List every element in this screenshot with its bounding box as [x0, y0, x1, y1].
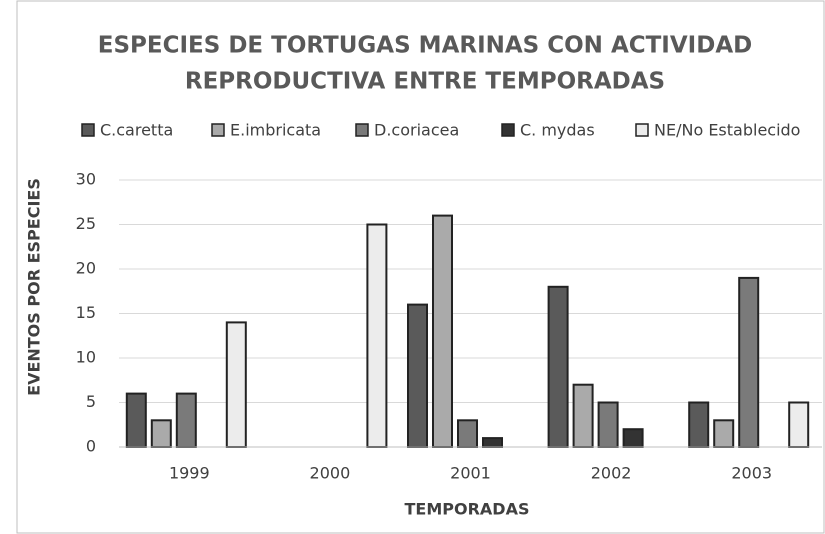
legend-label: NE/No Establecido	[654, 121, 800, 140]
y-tick-label: 0	[86, 437, 96, 456]
bar	[407, 303, 428, 448]
bar	[366, 223, 388, 448]
y-tick-label: 30	[76, 170, 96, 189]
legend-swatch	[501, 123, 515, 137]
legend-swatch	[211, 123, 225, 137]
bar	[688, 401, 710, 448]
bar	[622, 428, 644, 449]
y-tick-label: 25	[76, 214, 96, 233]
y-tick-label: 20	[76, 259, 96, 278]
bar	[432, 214, 453, 448]
x-tick-label: 2002	[591, 464, 632, 483]
chart-title: ESPECIES DE TORTUGAS MARINAS CON ACTIVID…	[98, 33, 752, 59]
chart-title: REPRODUCTIVA ENTRE TEMPORADAS	[185, 69, 665, 95]
y-tick-label: 15	[76, 303, 96, 322]
bar	[175, 392, 197, 449]
bar	[457, 419, 478, 448]
legend-swatch	[635, 123, 649, 137]
bar	[572, 383, 594, 449]
x-tick-label: 2000	[310, 464, 351, 483]
y-tick-label: 5	[86, 392, 96, 411]
bar	[225, 321, 247, 448]
bar	[713, 419, 735, 448]
bar	[482, 437, 503, 449]
bar	[597, 401, 619, 448]
legend-label: D.coriacea	[374, 121, 459, 140]
x-axis-title: TEMPORADAS	[405, 500, 530, 519]
bar	[788, 401, 810, 448]
legend-label: E.imbricata	[230, 121, 321, 140]
bar	[125, 392, 147, 449]
bar	[738, 276, 760, 448]
legend-label: C.caretta	[100, 121, 173, 140]
legend-label: C. mydas	[520, 121, 595, 140]
bar	[547, 285, 569, 448]
x-tick-label: 2001	[450, 464, 491, 483]
x-tick-label: 2003	[731, 464, 772, 483]
legend-swatch	[81, 123, 95, 137]
legend-swatch	[355, 123, 369, 137]
bar	[150, 419, 172, 448]
y-axis-title: EVENTOS POR ESPECIES	[25, 178, 44, 396]
x-tick-label: 1999	[169, 464, 210, 483]
y-tick-label: 10	[76, 348, 96, 367]
